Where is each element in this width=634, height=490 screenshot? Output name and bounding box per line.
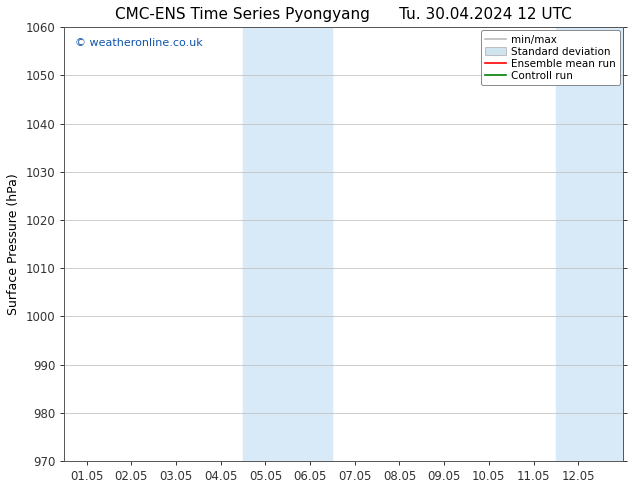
Title: CMC-ENS Time Series Pyongyang      Tu. 30.04.2024 12 UTC: CMC-ENS Time Series Pyongyang Tu. 30.04.…: [115, 7, 572, 22]
Text: © weatheronline.co.uk: © weatheronline.co.uk: [75, 38, 204, 48]
Y-axis label: Surface Pressure (hPa): Surface Pressure (hPa): [7, 173, 20, 315]
Legend: min/max, Standard deviation, Ensemble mean run, Controll run: min/max, Standard deviation, Ensemble me…: [481, 30, 620, 85]
Bar: [243, 27, 332, 461]
Bar: [556, 27, 634, 461]
